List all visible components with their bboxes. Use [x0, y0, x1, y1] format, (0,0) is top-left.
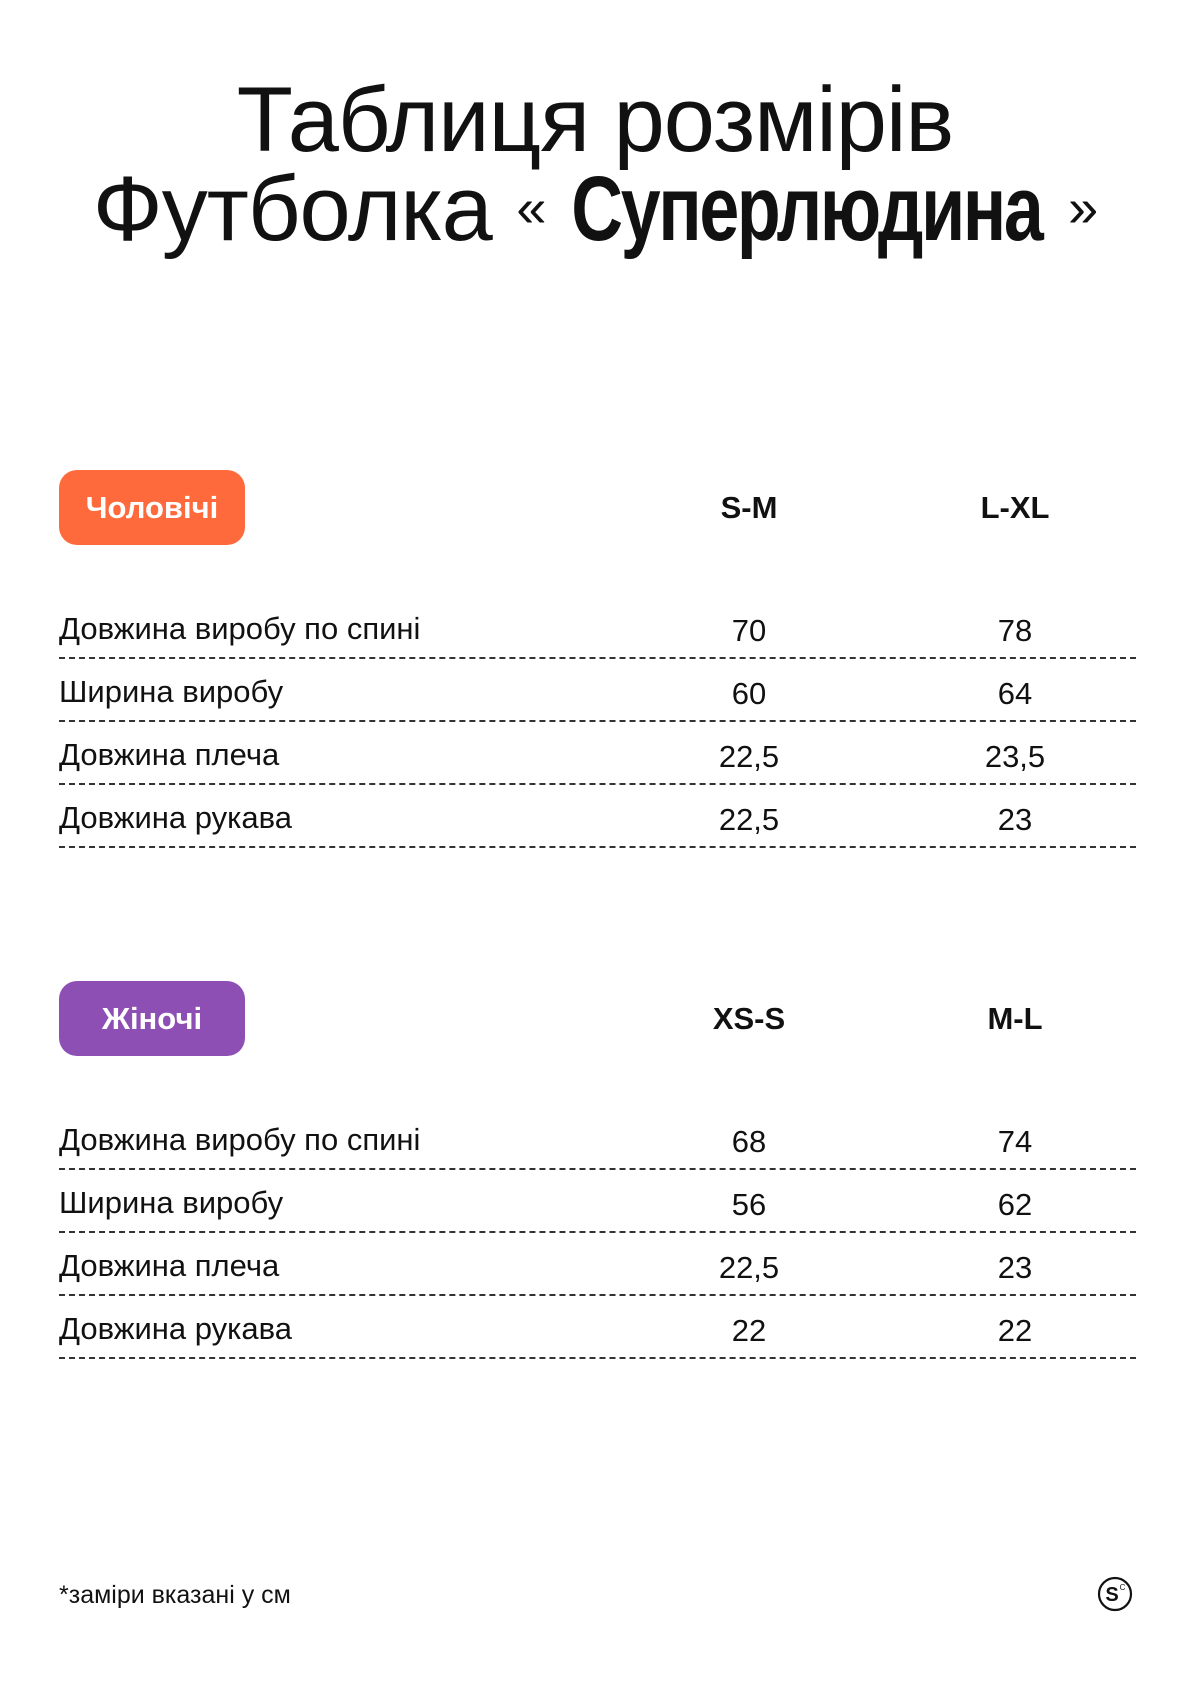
women-table-header: Жіночі XS-S M-L [59, 981, 1136, 1056]
women-table-rows: Довжина виробу по спині 68 74 Ширина вир… [59, 1098, 1136, 1361]
women-size-table: Жіночі XS-S M-L Довжина виробу по спині … [59, 981, 1136, 1359]
men-size-l-xl: L-XL [980, 490, 1050, 525]
row-value: 22,5 [718, 739, 780, 774]
table-row: Довжина плеча 22,5 23 [59, 1235, 1136, 1296]
table-row: Довжина рукава 22,5 23 [59, 787, 1136, 848]
table-row: Довжина виробу по спині 70 78 [59, 587, 1136, 659]
row-label: Довжина виробу по спині [59, 611, 421, 646]
table-row: Ширина виробу 60 64 [59, 661, 1136, 722]
row-value: 23 [997, 802, 1033, 837]
row-value: 74 [997, 1124, 1033, 1159]
row-value: 22 [997, 1313, 1033, 1348]
men-size-table: Чоловічі S-M L-XL Довжина виробу по спин… [59, 470, 1136, 848]
quote-open: « [516, 178, 546, 238]
row-label: Довжина виробу по спині [59, 1122, 421, 1157]
row-value: 60 [731, 676, 767, 711]
row-label: Ширина виробу [59, 674, 284, 709]
women-size-xs-s: XS-S [712, 1001, 786, 1036]
logo-letter: S [1105, 1584, 1118, 1606]
men-table-rows: Довжина виробу по спині 70 78 Ширина вир… [59, 587, 1136, 850]
women-badge: Жіночі [59, 981, 245, 1056]
brand-logo-icon: S C [1097, 1576, 1133, 1612]
product-title: Футболка « Суперлюдина » [0, 158, 1190, 259]
row-value: 78 [997, 613, 1033, 648]
row-label: Довжина рукава [59, 800, 292, 835]
row-label: Довжина плеча [59, 1248, 280, 1283]
row-label: Ширина виробу [59, 1185, 284, 1220]
row-value: 23,5 [984, 739, 1046, 774]
row-value: 56 [731, 1187, 767, 1222]
logo-mark: C [1120, 1583, 1126, 1592]
men-badge: Чоловічі [59, 470, 245, 545]
row-label: Довжина плеча [59, 737, 280, 772]
row-value: 62 [997, 1187, 1033, 1222]
table-row: Довжина виробу по спині 68 74 [59, 1098, 1136, 1170]
women-size-m-l: M-L [987, 1001, 1043, 1036]
table-row: Ширина виробу 56 62 [59, 1172, 1136, 1233]
row-value: 64 [997, 676, 1033, 711]
row-label: Довжина рукава [59, 1311, 292, 1346]
table-row: Довжина плеча 22,5 23,5 [59, 724, 1136, 785]
row-value: 23 [997, 1250, 1033, 1285]
men-table-header: Чоловічі S-M L-XL [59, 470, 1136, 545]
product-name: Суперлюдина [571, 158, 1044, 260]
quote-close: » [1068, 178, 1098, 238]
product-type: Футболка [92, 158, 493, 260]
page-title: Таблиця розмірів [236, 69, 955, 171]
table-row: Довжина рукава 22 22 [59, 1298, 1136, 1359]
row-value: 22,5 [718, 802, 780, 837]
row-value: 68 [731, 1124, 767, 1159]
row-value: 22 [731, 1313, 767, 1348]
row-value: 70 [731, 613, 767, 648]
measurements-footnote: *заміри вказані у см [59, 1581, 291, 1609]
row-value: 22,5 [718, 1250, 780, 1285]
men-size-s-m: S-M [720, 490, 778, 525]
